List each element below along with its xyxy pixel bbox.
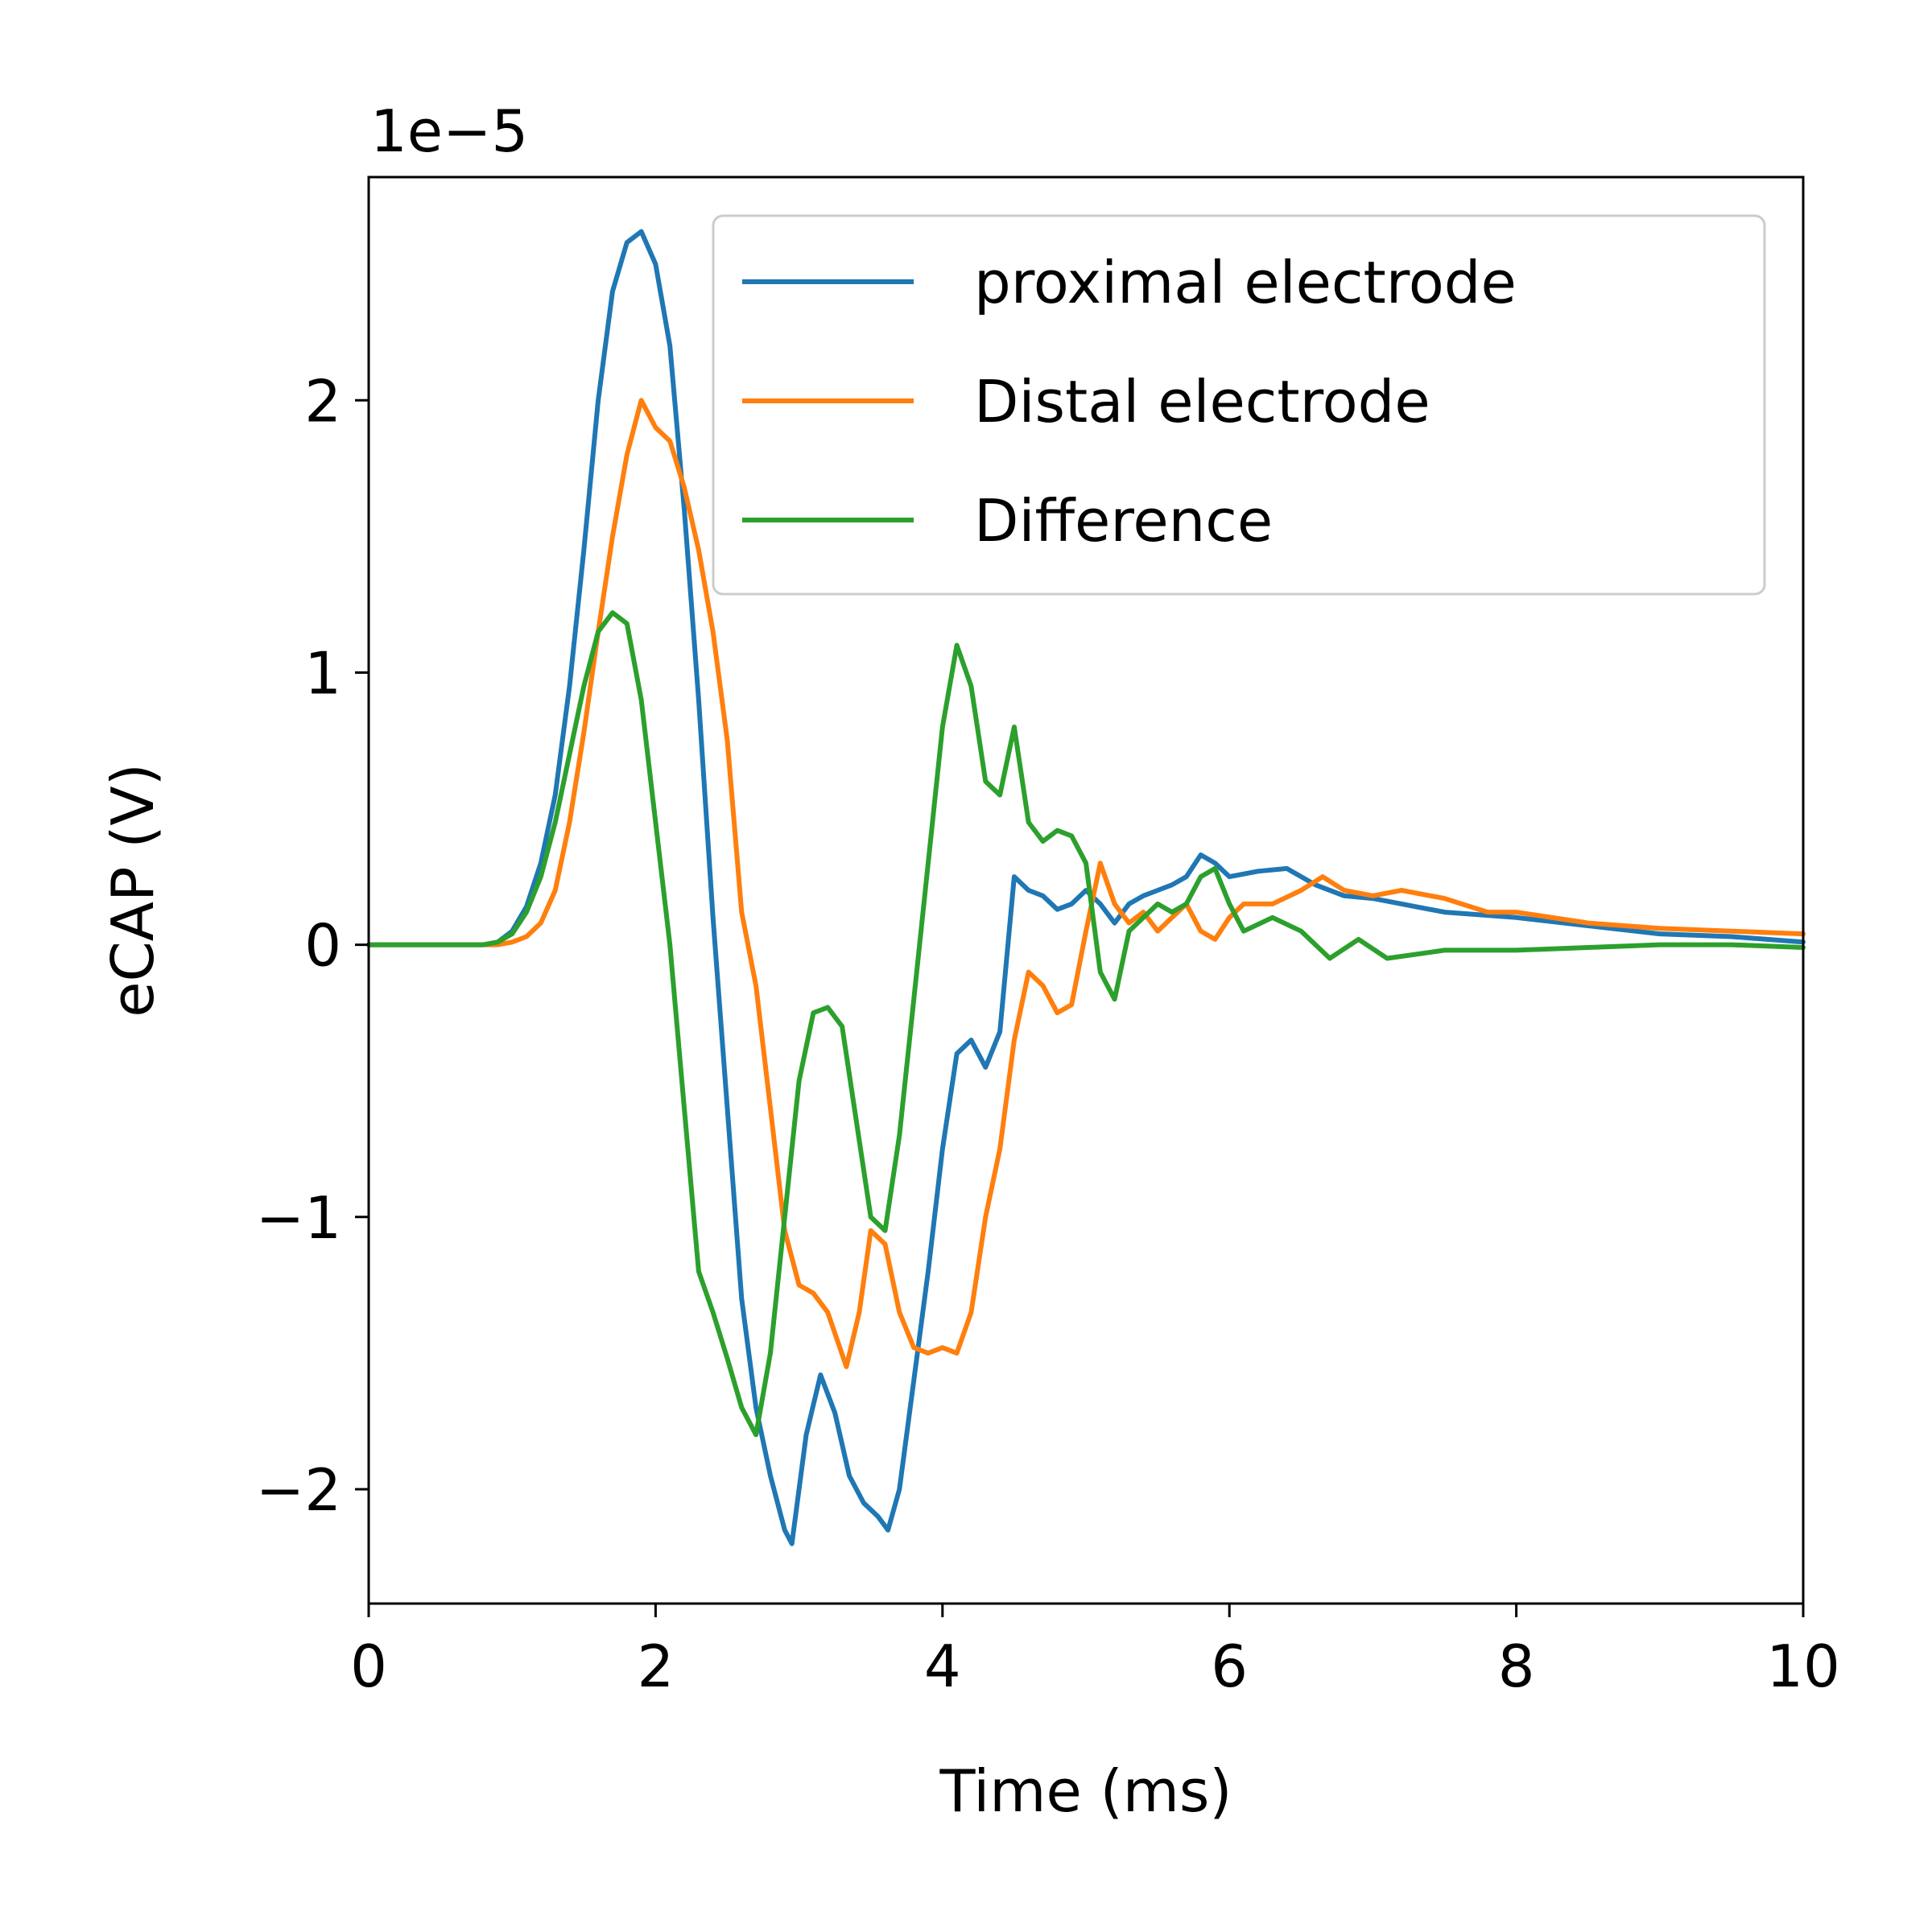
legend-label-distal: Distal electrode [974,368,1430,436]
y-tick-label: −1 [256,1184,341,1252]
legend-box [712,214,1766,596]
series-line-distal-electrode [366,398,1806,1369]
y-offset-label: 1e−5 [370,97,528,165]
y-tick-label: 1 [304,639,341,707]
x-axis-ticks: 0 2 4 6 8 10 [350,1604,1840,1700]
x-tick-label: 6 [1211,1633,1248,1700]
series-line-proximal-electrode [366,229,1806,1546]
x-axis-title: Time (ms) [939,1757,1232,1825]
x-tick-label: 8 [1498,1633,1535,1700]
y-axis-ticks: −2 −1 0 1 2 [256,367,369,1524]
legend: proximal electrode Distal electrode Diff… [712,214,1766,596]
x-tick-label: 10 [1766,1633,1840,1700]
plot-frame [367,175,1805,1605]
y-tick-label: 0 [304,912,341,980]
series-layer [366,229,1806,1546]
y-axis-title: eCAP (V) [99,763,167,1018]
x-tick-label: 0 [350,1633,387,1700]
legend-label-proximal: proximal electrode [974,249,1517,316]
y-tick-label: −2 [256,1456,341,1524]
legend-label-difference: Difference [974,487,1273,555]
x-tick-label: 2 [637,1633,674,1700]
x-tick-label: 4 [924,1633,961,1700]
series-line-difference [366,610,1806,1438]
y-tick-label: 2 [304,367,341,435]
